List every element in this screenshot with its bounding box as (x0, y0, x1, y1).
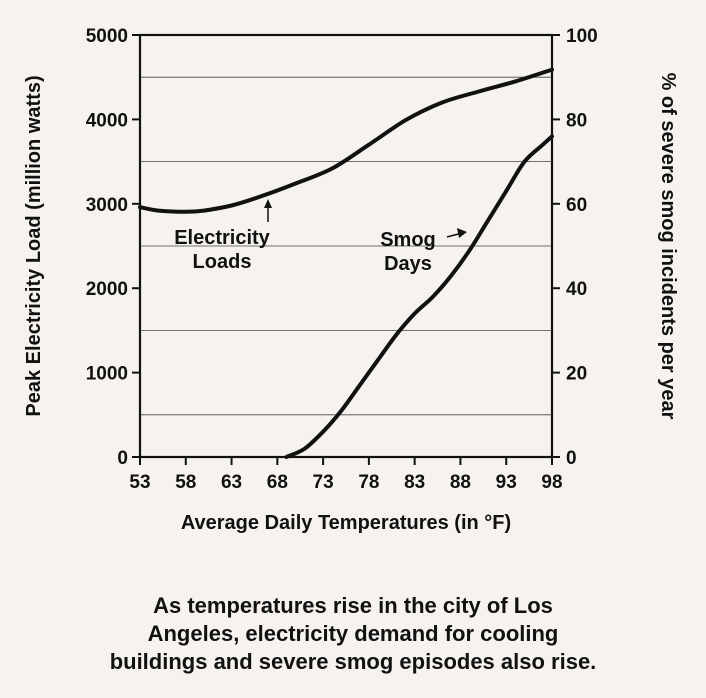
x-tick-label: 93 (496, 472, 517, 493)
plot-area (138, 33, 554, 459)
smog-annotation-line2: Days (384, 253, 432, 275)
caption-line: As temperatures rise in the city of Los (153, 593, 553, 618)
right-axis: 0 20 40 60 80 100 (552, 26, 598, 469)
left-tick-label: 4000 (86, 110, 128, 131)
caption-line: buildings and severe smog episodes also … (109, 649, 597, 674)
electricity-annotation-arrow (264, 199, 272, 222)
right-tick-label: 80 (566, 110, 587, 131)
x-tick-label: 98 (541, 472, 562, 493)
smog-days-line (284, 134, 554, 459)
left-tick-label: 5000 (86, 26, 128, 47)
left-axis: 0 1000 2000 3000 4000 5000 (86, 26, 140, 469)
right-tick-label: 100 (566, 26, 598, 47)
right-tick-label: 20 (566, 364, 587, 385)
x-tick-label: 88 (450, 472, 471, 493)
left-tick-label: 3000 (86, 195, 128, 216)
x-axis-title: Average Daily Temperatures (in °F) (181, 512, 511, 534)
x-tick-label: 73 (313, 472, 334, 493)
left-tick-label: 0 (117, 448, 128, 469)
y-left-axis-title: Peak Electricity Load (million watts) (23, 75, 45, 416)
left-tick-label: 2000 (86, 279, 128, 300)
x-tick-label: 53 (129, 472, 150, 493)
x-tick-label: 83 (404, 472, 425, 493)
smog-annotation-arrow (446, 228, 467, 238)
smog-annotation-line1: Smog (380, 229, 436, 251)
x-tick-label: 58 (175, 472, 196, 493)
right-tick-label: 60 (566, 195, 587, 216)
x-tick-label: 68 (267, 472, 288, 493)
chart: 0 1000 2000 3000 4000 5000 0 20 40 60 80 100 53 58 6… (23, 26, 679, 534)
right-tick-label: 0 (566, 448, 577, 469)
x-axis: 53 58 63 68 73 78 83 88 93 98 (129, 457, 563, 493)
electricity-annotation-line1: Electricity (174, 227, 270, 249)
electricity-loads-line (138, 67, 554, 214)
right-tick-label: 40 (566, 279, 587, 300)
left-tick-label: 1000 (86, 364, 128, 385)
y-right-axis-title: % of severe smog incidents per year (657, 73, 679, 420)
caption-line: Angeles, electricity demand for cooling (147, 621, 559, 646)
x-tick-label: 78 (358, 472, 379, 493)
x-tick-label: 63 (221, 472, 242, 493)
grid-lines (140, 76, 552, 416)
electricity-annotation-line2: Loads (193, 251, 252, 273)
caption: As temperatures rise in the city of Los … (0, 592, 706, 676)
